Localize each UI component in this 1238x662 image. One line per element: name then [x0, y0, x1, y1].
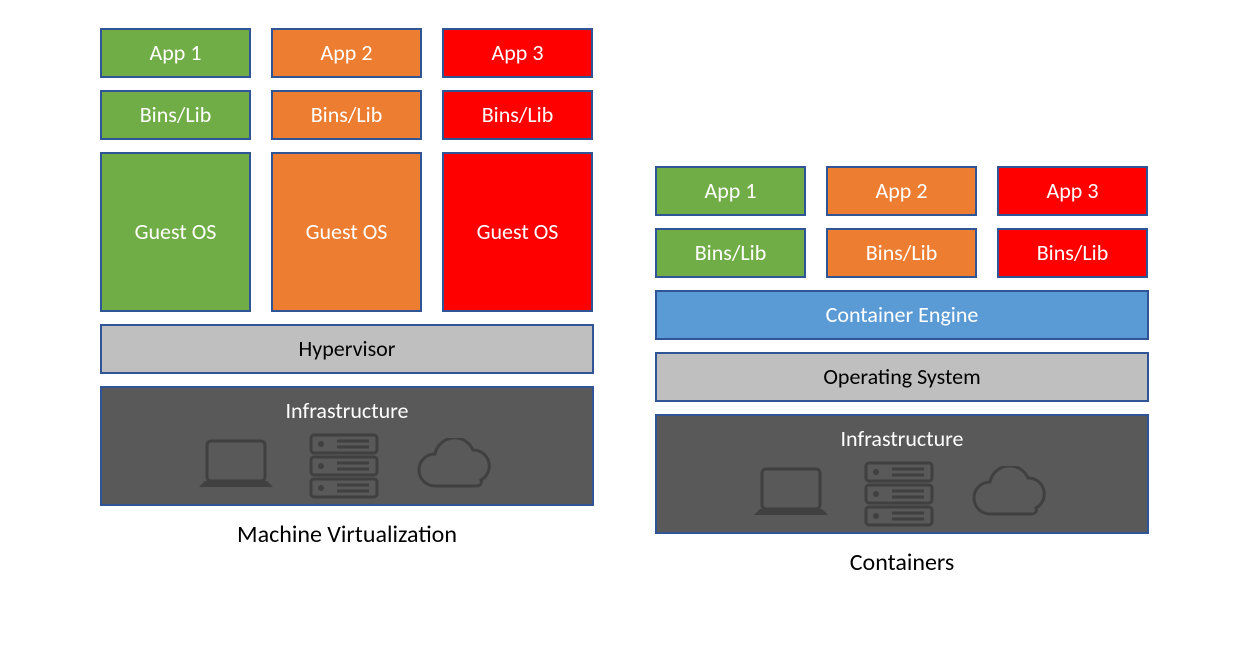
container-os-row: Operating System [655, 352, 1149, 402]
vm-guest-os-3: Guest OS [442, 152, 593, 312]
laptop-icon [748, 465, 834, 523]
operating-system-block: Operating System [655, 352, 1149, 402]
machine-virtualization-stack: App 1 App 2 App 3 Bins/Lib Bins/Lib Bins… [100, 28, 594, 549]
container-caption: Containers [655, 548, 1149, 577]
container-infrastructure-label: Infrastructure [841, 425, 964, 453]
container-app-2: App 2 [826, 166, 977, 216]
vm-app-3: App 3 [442, 28, 593, 78]
vm-infrastructure-row: Infrastructure [100, 386, 594, 506]
vm-apps-row: App 1 App 2 App 3 [100, 28, 594, 78]
vm-guest-os-row: Guest OS Guest OS Guest OS [100, 152, 594, 312]
containers-stack: App 1 App 2 App 3 Bins/Lib Bins/Lib Bins… [655, 166, 1149, 577]
vm-bins-2: Bins/Lib [271, 90, 422, 140]
vm-guest-os-1: Guest OS [100, 152, 251, 312]
vm-infra-icons [193, 431, 501, 501]
server-icon [307, 431, 381, 501]
container-app-3: App 3 [997, 166, 1148, 216]
vm-app-2: App 2 [271, 28, 422, 78]
container-bins-row: Bins/Lib Bins/Lib Bins/Lib [655, 228, 1149, 278]
vm-app-1: App 1 [100, 28, 251, 78]
container-bins-3: Bins/Lib [997, 228, 1148, 278]
vm-bins-1: Bins/Lib [100, 90, 251, 140]
container-infrastructure-block: Infrastructure [655, 414, 1149, 534]
cloud-icon [409, 438, 501, 494]
container-apps-row: App 1 App 2 App 3 [655, 166, 1149, 216]
laptop-icon [193, 437, 279, 495]
vm-guest-os-2: Guest OS [271, 152, 422, 312]
cloud-icon [964, 466, 1056, 522]
container-bins-1: Bins/Lib [655, 228, 806, 278]
vm-caption: Machine Virtualization [100, 520, 594, 549]
container-app-1: App 1 [655, 166, 806, 216]
vm-hypervisor-row: Hypervisor [100, 324, 594, 374]
container-infra-icons [748, 459, 1056, 529]
container-bins-2: Bins/Lib [826, 228, 977, 278]
server-icon [862, 459, 936, 529]
container-engine-block: Container Engine [655, 290, 1149, 340]
vm-bins-row: Bins/Lib Bins/Lib Bins/Lib [100, 90, 594, 140]
vm-infrastructure-block: Infrastructure [100, 386, 594, 506]
container-infrastructure-row: Infrastructure [655, 414, 1149, 534]
vm-bins-3: Bins/Lib [442, 90, 593, 140]
hypervisor-block: Hypervisor [100, 324, 594, 374]
vm-infrastructure-label: Infrastructure [286, 397, 409, 425]
container-engine-row: Container Engine [655, 290, 1149, 340]
